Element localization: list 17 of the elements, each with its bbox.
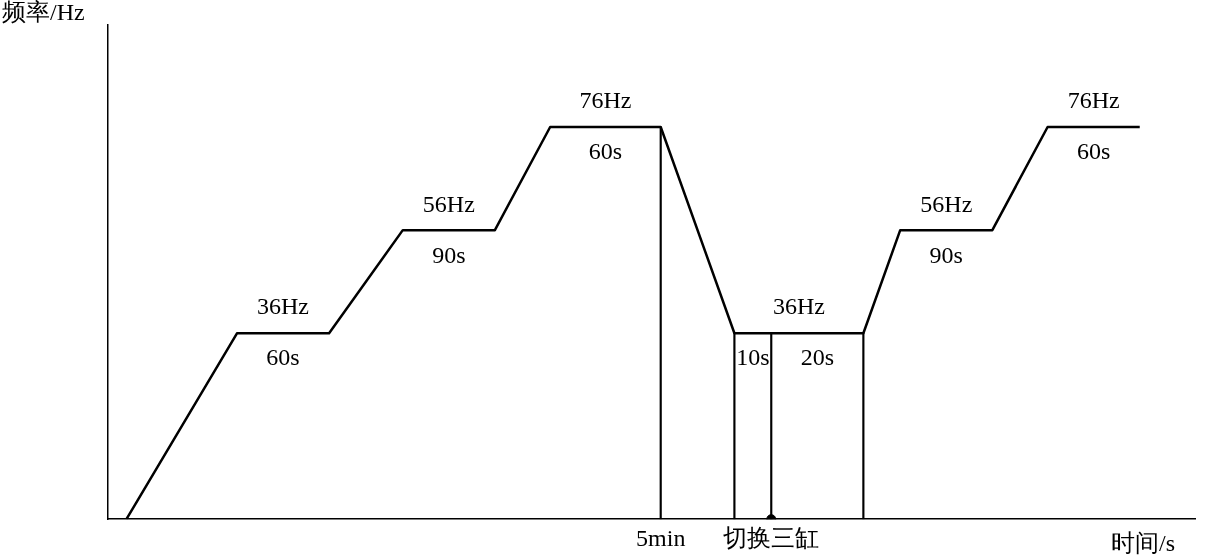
x-tick-label: 5min: [636, 524, 686, 551]
annotation: 56Hz: [920, 190, 973, 217]
x-axis-title: 时间/s: [1110, 530, 1175, 557]
annotation: 60s: [588, 137, 623, 164]
annotation: 90s: [432, 241, 466, 268]
annotation: 90s: [929, 241, 963, 268]
annotation: 36Hz: [772, 292, 825, 319]
text: 76Hz: [579, 86, 632, 113]
annotation: 60s: [266, 343, 300, 370]
annotation: 56Hz: [422, 190, 475, 217]
text: 76Hz: [1067, 86, 1120, 113]
x-tick-label: 切换三缸: [723, 524, 820, 551]
annotation: 60s: [1077, 137, 1111, 164]
y-axis-title: 频率/Hz: [2, 0, 85, 26]
annotation: 10s: [736, 343, 770, 370]
annotation: 20s: [800, 343, 834, 370]
annotation: 36Hz: [257, 292, 310, 319]
